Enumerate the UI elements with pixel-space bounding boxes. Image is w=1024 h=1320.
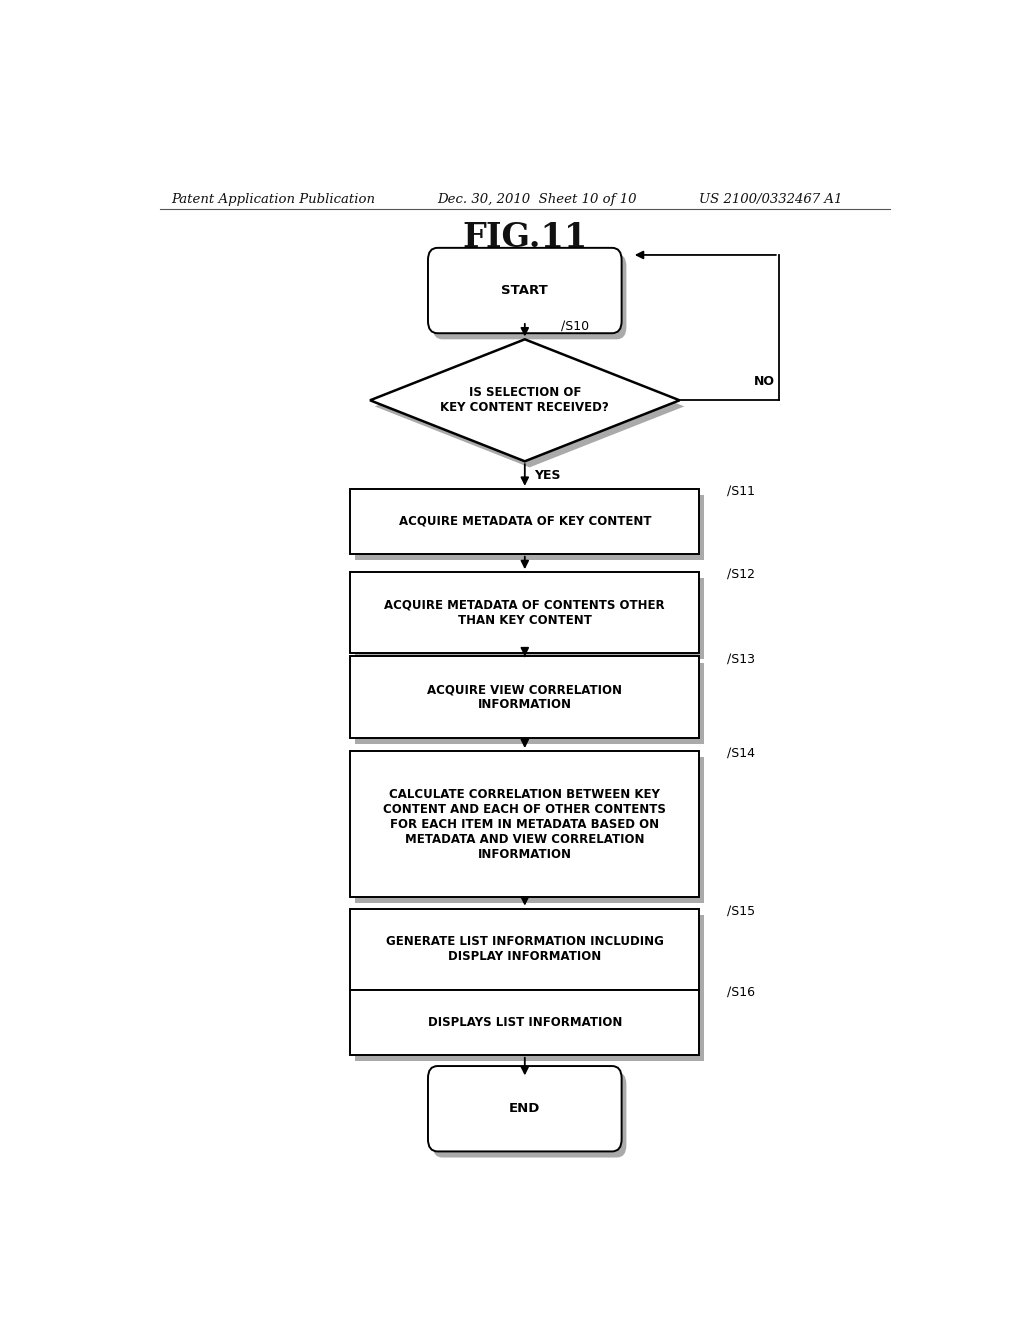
Text: ACQUIRE METADATA OF KEY CONTENT: ACQUIRE METADATA OF KEY CONTENT bbox=[398, 515, 651, 528]
FancyBboxPatch shape bbox=[355, 758, 705, 903]
FancyBboxPatch shape bbox=[350, 488, 699, 554]
FancyBboxPatch shape bbox=[433, 1072, 627, 1158]
FancyBboxPatch shape bbox=[350, 908, 699, 990]
FancyBboxPatch shape bbox=[355, 578, 705, 660]
FancyBboxPatch shape bbox=[350, 656, 699, 738]
Text: ∕S16: ∕S16 bbox=[727, 986, 755, 999]
Text: ∕S11: ∕S11 bbox=[727, 484, 755, 498]
Text: FIG.11: FIG.11 bbox=[462, 222, 588, 255]
Text: CALCULATE CORRELATION BETWEEN KEY
CONTENT AND EACH OF OTHER CONTENTS
FOR EACH IT: CALCULATE CORRELATION BETWEEN KEY CONTEN… bbox=[383, 788, 667, 861]
FancyBboxPatch shape bbox=[428, 248, 622, 333]
Text: US 2100/0332467 A1: US 2100/0332467 A1 bbox=[699, 193, 843, 206]
Text: DISPLAYS LIST INFORMATION: DISPLAYS LIST INFORMATION bbox=[428, 1016, 622, 1028]
FancyBboxPatch shape bbox=[355, 995, 705, 1061]
Text: YES: YES bbox=[535, 470, 561, 482]
FancyBboxPatch shape bbox=[350, 572, 699, 653]
Text: ∕S10: ∕S10 bbox=[560, 321, 589, 333]
Text: IS SELECTION OF
KEY CONTENT RECEIVED?: IS SELECTION OF KEY CONTENT RECEIVED? bbox=[440, 387, 609, 414]
Text: ∕S12: ∕S12 bbox=[727, 568, 755, 581]
Text: Patent Application Publication: Patent Application Publication bbox=[172, 193, 376, 206]
Polygon shape bbox=[370, 339, 680, 461]
Text: END: END bbox=[509, 1102, 541, 1115]
Text: ACQUIRE VIEW CORRELATION
INFORMATION: ACQUIRE VIEW CORRELATION INFORMATION bbox=[427, 682, 623, 711]
Text: START: START bbox=[502, 284, 548, 297]
FancyBboxPatch shape bbox=[355, 663, 705, 744]
Text: ACQUIRE METADATA OF CONTENTS OTHER
THAN KEY CONTENT: ACQUIRE METADATA OF CONTENTS OTHER THAN … bbox=[384, 599, 666, 627]
FancyBboxPatch shape bbox=[355, 915, 705, 995]
FancyBboxPatch shape bbox=[350, 990, 699, 1055]
Polygon shape bbox=[375, 346, 684, 467]
Text: NO: NO bbox=[754, 375, 775, 388]
Text: ∕S15: ∕S15 bbox=[727, 904, 756, 917]
Text: Dec. 30, 2010  Sheet 10 of 10: Dec. 30, 2010 Sheet 10 of 10 bbox=[437, 193, 637, 206]
FancyBboxPatch shape bbox=[355, 495, 705, 560]
FancyBboxPatch shape bbox=[433, 253, 627, 339]
FancyBboxPatch shape bbox=[428, 1067, 622, 1151]
FancyBboxPatch shape bbox=[350, 751, 699, 898]
Text: ∕S13: ∕S13 bbox=[727, 652, 755, 665]
Text: GENERATE LIST INFORMATION INCLUDING
DISPLAY INFORMATION: GENERATE LIST INFORMATION INCLUDING DISP… bbox=[386, 935, 664, 964]
Text: ∕S14: ∕S14 bbox=[727, 747, 755, 760]
